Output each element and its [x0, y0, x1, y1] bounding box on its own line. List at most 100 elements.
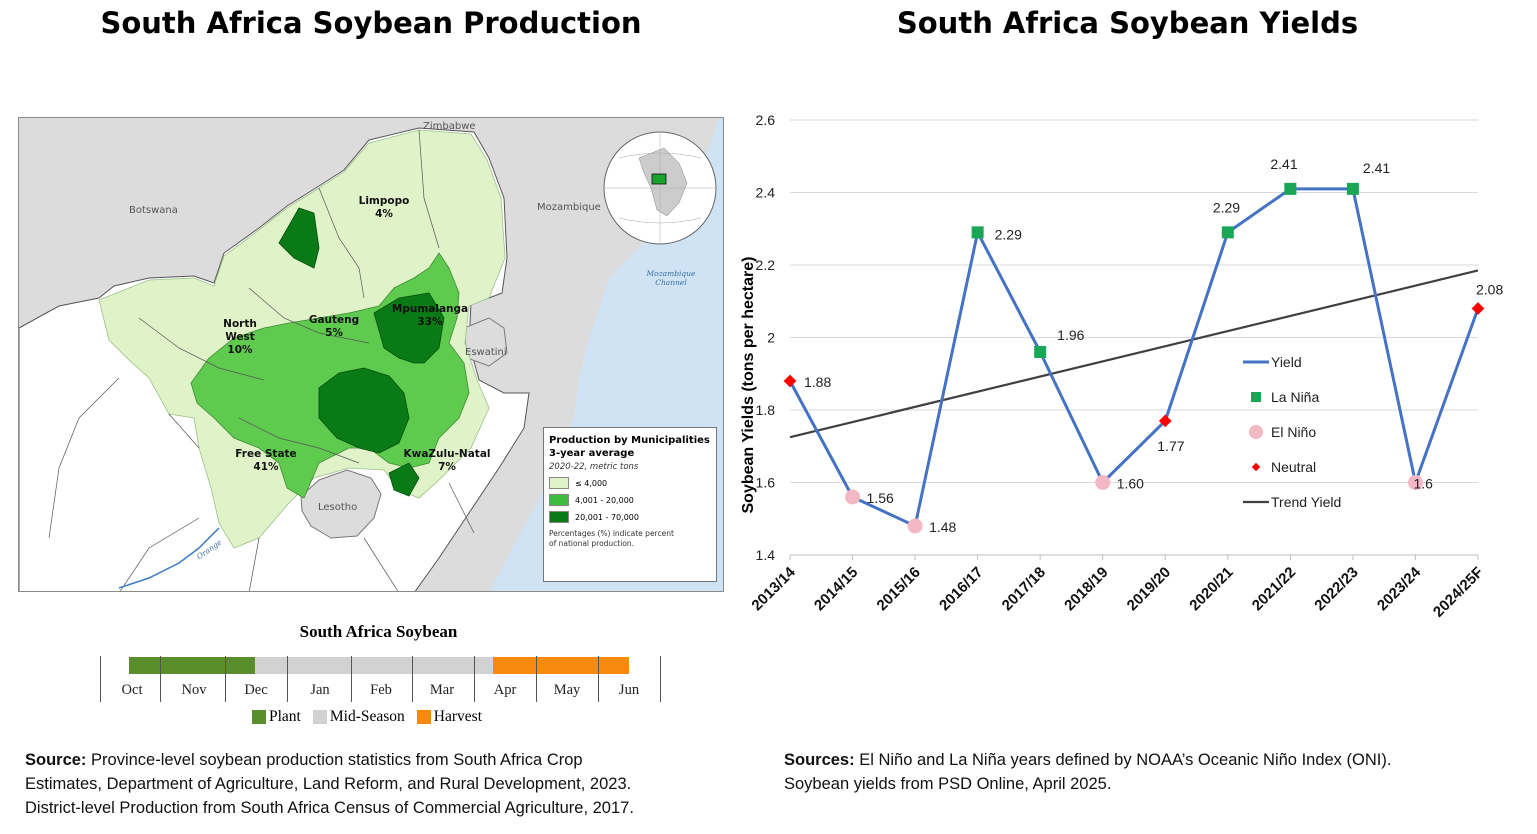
legend-label: Neutral: [1271, 459, 1316, 475]
x-tick-labels: 2013/14 2014/15 2015/16 2016/17 2017/18 2018/…: [748, 563, 1486, 620]
province-share: 7%: [438, 461, 456, 473]
province-share: 33%: [417, 316, 443, 328]
yield-data-label: 2.29: [995, 226, 1022, 242]
yield-point-marker: [1471, 302, 1485, 315]
eswatini-label: Eswatini: [465, 347, 507, 358]
legend-swatch-midseason: [312, 710, 327, 724]
yield-chart: 1.4 1.6 1.8 2 2.2 2.4 2.6 2013/14 2014/15 2015/1…: [740, 112, 1503, 621]
legend-label-high: 20,001 - 70,000: [575, 512, 639, 522]
yield-data-label: 2.41: [1363, 160, 1390, 176]
map-legend: Production by Municipalities 3-year aver…: [543, 427, 717, 582]
yield-series: [788, 187, 1480, 528]
sources-label: Sources:: [784, 751, 855, 769]
x-tick-label: 2018/19: [1061, 564, 1111, 614]
yield-point-marker: [1095, 475, 1111, 490]
yield-point-marker: [1407, 475, 1423, 490]
chart-axes: [789, 554, 1479, 560]
x-tick-label: 2019/20: [1124, 564, 1174, 614]
calendar-tick: [160, 656, 161, 702]
calendar-legend-plant: Plant: [252, 708, 301, 726]
calendar-month-mar: Mar: [429, 682, 455, 698]
legend-label-plant: Plant: [269, 708, 301, 725]
mozambique-label: Mozambique: [537, 202, 601, 213]
calendar-legend-midseason: Mid-Season: [312, 708, 405, 726]
legend-swatch-mid: [549, 494, 569, 506]
sources-line-1: Sources: El Niño and La Niña years defin…: [784, 748, 1391, 772]
province-share: 5%: [325, 327, 343, 339]
calendar-bar: Oct Nov Dec Jan Feb Mar Apr May Jun: [100, 656, 661, 702]
province-name: KwaZulu-Natal: [403, 448, 491, 460]
legend-swatch-high: [549, 511, 569, 523]
trend-line: [789, 269, 1479, 439]
province-name: Mpumalanga: [391, 303, 469, 315]
source-label: Source:: [25, 751, 87, 769]
x-tick-label: 2017/18: [999, 564, 1049, 614]
x-tick-label: 2016/17: [936, 564, 986, 614]
y-tick-label: 1.4: [756, 547, 776, 563]
production-title: South Africa Soybean Production: [100, 6, 642, 40]
calendar-legend: Plant Mid-Season Harvest: [252, 708, 494, 726]
trend-yield-line: [789, 269, 1479, 439]
calendar-tick: [100, 656, 101, 702]
sources-text-1: El Niño and La Niña years defined by NOA…: [854, 751, 1392, 769]
calendar-month-dec: Dec: [244, 682, 268, 698]
yield-point-marker: [783, 374, 797, 388]
x-tick-label: 2024/25F: [1430, 564, 1487, 621]
left-source-note: Source: Province-level soybean productio…: [25, 748, 634, 820]
province-name: Limpopo: [358, 195, 410, 207]
calendar-plant-segment: [129, 657, 255, 674]
zimbabwe-label: Zimbabwe: [423, 121, 476, 132]
mozambique-channel-label: Mozambique Channel: [646, 269, 696, 287]
yield-point-marker: [907, 518, 923, 534]
map-legend-note-1: Percentages (%) indicate percent: [549, 529, 674, 538]
map-legend-row: 20,001 - 70,000: [549, 511, 711, 523]
province-mpumalanga: Mpumalanga 33%: [385, 303, 475, 329]
legend-label-harvest: Harvest: [433, 708, 482, 725]
x-tick-label: 2015/16: [874, 564, 924, 614]
map-legend-row: 4,001 - 20,000: [549, 494, 711, 506]
province-north-west: North West 10%: [215, 318, 265, 357]
yield-data-label: 1.60: [1117, 476, 1144, 492]
province-kwazulu-natal: KwaZulu-Natal 7%: [399, 448, 495, 474]
calendar-tick: [225, 656, 226, 702]
x-tick-label: 2020/21: [1186, 564, 1236, 614]
yield-point-marker: [1284, 182, 1297, 195]
y-tick-label: 1.6: [756, 475, 776, 491]
legend-swatch-plant: [252, 710, 266, 724]
yield-data-label: 1.96: [1057, 327, 1084, 343]
calendar-tick: [536, 656, 537, 702]
y-tick-label: 2.6: [756, 112, 776, 128]
yield-data-label: 1.6: [1413, 476, 1433, 492]
source-line-2: Estimates, Department of Agriculture, La…: [25, 775, 632, 793]
x-tick-label: 2022/23: [1311, 564, 1361, 614]
yield-line: [788, 187, 1480, 528]
legend-marker: [1251, 392, 1261, 402]
yield-data-label: 1.88: [804, 374, 831, 390]
calendar-tick: [660, 656, 661, 702]
y-tick-label: 2: [767, 330, 775, 346]
sources-line-2: Soybean yields from PSD Online, April 20…: [784, 775, 1112, 793]
right-source-note: Sources: El Niño and La Niña years defin…: [784, 748, 1391, 796]
calendar-harvest-segment: [493, 657, 629, 674]
calendar-tick: [412, 656, 413, 702]
yield-data-label: 2.41: [1270, 156, 1297, 172]
calendar-month-apr: Apr: [493, 682, 517, 698]
y-tick-label: 2.2: [756, 257, 776, 273]
yield-data-label: 1.48: [929, 519, 956, 535]
boundary-lines: [48, 129, 475, 591]
yield-point-marker: [1221, 226, 1234, 239]
y-axis-label: Soybean Yields (tons per hectare): [740, 257, 757, 514]
orange-river: [118, 527, 220, 589]
calendar-tick: [474, 656, 475, 702]
legend-marker: [1251, 462, 1261, 472]
x-tick-label: 2013/14: [748, 563, 799, 614]
calendar-tick: [351, 656, 352, 702]
province-gauteng: Gauteng 5%: [302, 314, 366, 340]
botswana-label: Botswana: [129, 205, 178, 216]
yield-data-label: 1.77: [1157, 438, 1184, 454]
yield-point-marker: [845, 489, 861, 505]
yield-data-label: 1.56: [867, 490, 894, 506]
province-share: 4%: [375, 208, 393, 220]
map-legend-row: ≤ 4,000: [549, 477, 711, 489]
legend-label: Trend Yield: [1271, 494, 1341, 510]
